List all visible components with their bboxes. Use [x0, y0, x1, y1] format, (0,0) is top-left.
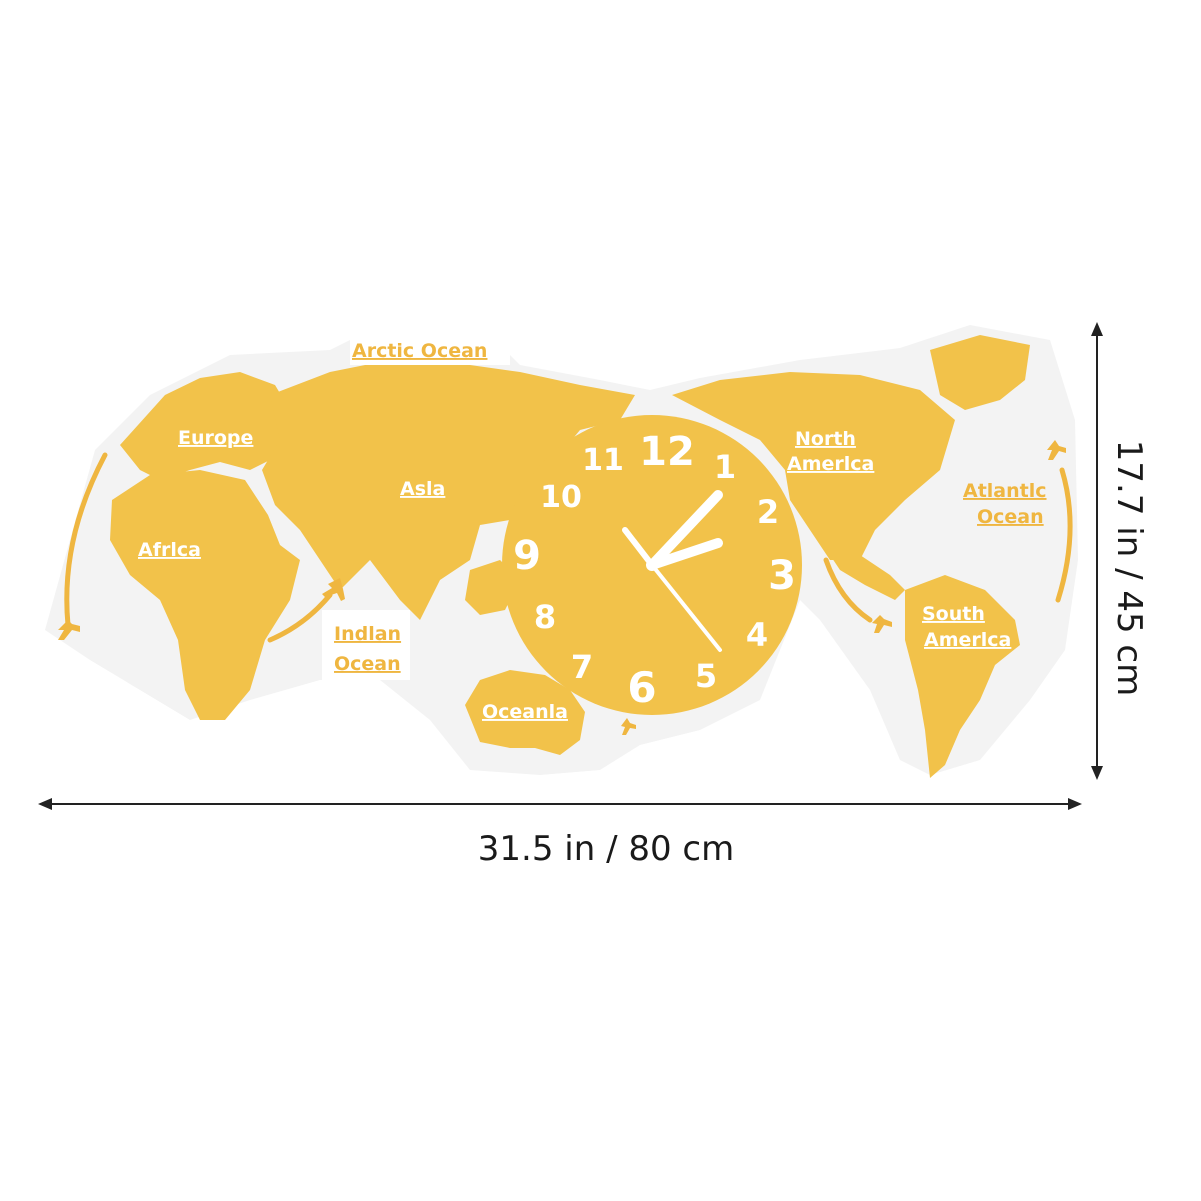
africa-shape	[110, 470, 300, 720]
europe-shape	[120, 372, 290, 480]
numeral-4: 4	[746, 616, 768, 654]
label-europe: Europe	[178, 427, 253, 449]
numeral-7: 7	[571, 648, 593, 686]
label-atlantic-ocean-1: Atlantlc	[963, 480, 1047, 502]
south-america-shape	[905, 575, 1020, 778]
clock-hands-icon	[622, 490, 723, 652]
numeral-3: 3	[768, 553, 796, 599]
numeral-6: 6	[627, 663, 656, 712]
label-backdrops	[322, 335, 510, 680]
numeral-5: 5	[695, 657, 717, 695]
numeral-9: 9	[513, 533, 541, 579]
label-indian-ocean-1: Indlan	[334, 623, 401, 645]
height-dimension-arrow	[1091, 322, 1103, 780]
label-indian-ocean-2: Ocean	[334, 653, 401, 675]
numeral-12: 12	[639, 429, 695, 475]
label-oceania: Oceanla	[482, 701, 568, 723]
asia-shape	[262, 360, 635, 620]
label-asia: Asla	[400, 478, 445, 500]
airplane-icon	[58, 440, 1066, 735]
label-south-america-1: South	[922, 603, 985, 625]
oceania-shape	[465, 670, 585, 755]
continents	[110, 335, 1030, 778]
north-america-shape	[672, 372, 955, 560]
width-dimension-arrow	[38, 798, 1082, 810]
numeral-11: 11	[582, 443, 624, 478]
numeral-2: 2	[757, 493, 779, 531]
numeral-8: 8	[534, 598, 556, 636]
label-south-america-2: Amerlca	[924, 629, 1011, 651]
label-north-america-2: Amerlca	[787, 453, 874, 475]
label-africa: Afrlca	[138, 539, 201, 561]
label-north-america-1: North	[795, 428, 856, 450]
width-dimension-label: 31.5 in / 80 cm	[478, 829, 734, 869]
height-dimension-label: 17.7 in / 45 cm	[1109, 440, 1149, 696]
greenland-shape	[930, 335, 1030, 410]
flight-paths	[64, 452, 1073, 643]
numeral-1: 1	[714, 448, 736, 486]
central-america-shape	[830, 555, 905, 600]
numeral-10: 10	[540, 480, 582, 515]
clock: 12 1 2 3 4 5 6 7 8 9 10 11	[502, 415, 802, 715]
label-atlantic-ocean-2: Ocean	[977, 506, 1044, 528]
label-arctic-ocean: Arctic Ocean	[352, 340, 487, 362]
